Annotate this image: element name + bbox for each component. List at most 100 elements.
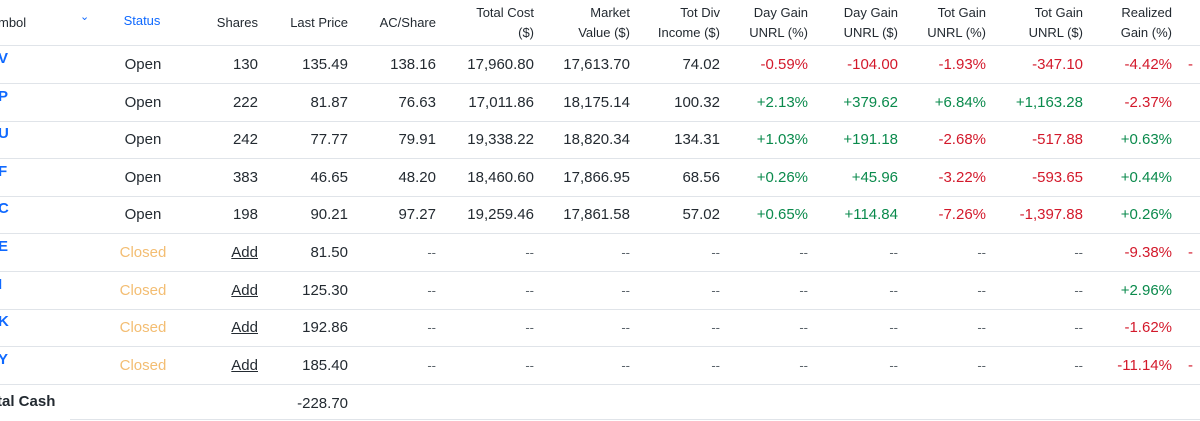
header-realized-gain[interactable]: Realized Gain (%): [1090, 3, 1172, 43]
add-shares-link[interactable]: Add: [231, 319, 258, 337]
cell-tot-div: 100.32: [674, 93, 720, 111]
cell-total-cost: --: [525, 245, 534, 260]
cell-total-cost: --: [525, 282, 534, 298]
cell-market-value: --: [621, 320, 630, 336]
cell-day-gain-usd: +379.62: [843, 93, 898, 111]
symbol-link[interactable]: V: [0, 50, 9, 67]
header-tot-gain-pct-line2: UNRL (%): [927, 25, 986, 40]
cell-day-gain-usd: +114.84: [844, 206, 898, 224]
header-market-value-line1: Market: [590, 5, 630, 20]
status-badge: Open: [124, 131, 162, 149]
cell-tot-div: 134.31: [674, 131, 720, 149]
symbol-link[interactable]: P: [0, 87, 9, 105]
cell-ac-share: 97.27: [398, 206, 436, 224]
header-day-gain-usd[interactable]: Day Gain UNRL ($): [808, 3, 898, 43]
table-row[interactable]: U Open 242 77.77 79.91 19,338.22 18,820.34 134.…: [0, 121, 1200, 160]
header-realized-line1: Realized: [1121, 5, 1172, 20]
header-market-value[interactable]: Market Value ($): [540, 3, 630, 43]
header-ac-share[interactable]: AC/Share: [379, 15, 436, 30]
cell-day-gain-pct: +0.26%: [756, 168, 808, 186]
cell-market-value: --: [621, 282, 630, 298]
symbol-link[interactable]: I: [0, 275, 3, 293]
cell-last-price: 46.65: [310, 168, 348, 186]
symbol-link[interactable]: C: [0, 200, 9, 218]
cell-tot-gain-usd: --: [1074, 357, 1083, 373]
cell-day-gain-pct: --: [799, 282, 808, 298]
header-status[interactable]: Status: [123, 13, 161, 28]
header-day-gain-pct-line2: UNRL (%): [749, 25, 808, 40]
cell-realized: +2.96%: [1120, 281, 1172, 299]
cell-last-price: 77.77: [310, 131, 348, 149]
cell-ac-share: --: [427, 320, 436, 336]
header-last-price[interactable]: Last Price: [290, 15, 348, 30]
cell-total-cost: 19,338.22: [467, 131, 534, 149]
cell-shares: 383: [232, 168, 258, 186]
table-row[interactable]: C Open 198 90.21 97.27 19,259.46 17,861.58 57.0…: [0, 196, 1200, 235]
cell-market-value: 18,175.14: [563, 93, 630, 111]
header-tot-div-line1: Tot Div: [680, 5, 720, 20]
table-row[interactable]: F Open 383 46.65 48.20 18,460.60 17,866.95 68.5…: [0, 159, 1200, 197]
header-shares[interactable]: Shares: [216, 15, 258, 30]
header-symbol[interactable]: mbol: [0, 15, 27, 30]
header-market-value-line2: Value ($): [578, 25, 630, 40]
cell-tot-gain-pct: --: [977, 245, 986, 260]
header-tot-div[interactable]: Tot Div Income ($): [630, 3, 720, 43]
chevron-down-icon[interactable]: ⌄: [80, 11, 90, 23]
add-shares-link[interactable]: Add: [231, 244, 258, 261]
cell-last-price: 135.49: [302, 56, 348, 73]
add-shares-link[interactable]: Add: [231, 356, 258, 374]
table-header: mbol ⌄ Status Shares Last Price AC/Share…: [0, 0, 1200, 46]
table-row[interactable]: V Open 130 135.49 138.16 17,960.80 17,613.70 74…: [0, 46, 1200, 84]
status-badge: Open: [124, 56, 162, 73]
cell-day-gain-pct: --: [799, 357, 808, 373]
cell-tot-gain-usd: +1,163.28: [1015, 93, 1083, 111]
cell-tot-div: 74.02: [682, 56, 720, 73]
header-total-cost[interactable]: Total Cost ($): [444, 3, 534, 43]
table-row[interactable]: E Closed Add 81.50 -- -- -- -- -- -- -- -- -9.38% -: [0, 234, 1200, 272]
symbol-link[interactable]: U: [0, 125, 9, 143]
cell-market-value: --: [621, 357, 630, 373]
cell-tot-gain-usd: -593.65: [1032, 168, 1083, 186]
symbol-link[interactable]: E: [0, 238, 9, 255]
cell-realized: -1.62%: [1124, 319, 1172, 337]
cell-total-cost: 17,960.80: [467, 56, 534, 73]
header-day-gain-pct[interactable]: Day Gain UNRL (%): [720, 3, 808, 43]
cell-ac-share: 48.20: [398, 168, 436, 186]
table-row[interactable]: K Closed Add 192.86 -- -- -- -- -- -- -- -- -1.62%: [0, 309, 1200, 348]
cell-tot-gain-usd: -1,397.88: [1019, 206, 1083, 224]
table-row[interactable]: P Open 222 81.87 76.63 17,011.86 18,175.14 100.…: [0, 84, 1200, 122]
table-row[interactable]: Y Closed Add 185.40 -- -- -- -- -- -- -- -- -11.14% -: [0, 347, 1200, 385]
cell-day-gain-usd: -104.00: [847, 56, 898, 73]
table-row[interactable]: I Closed Add 125.30 -- -- -- -- -- -- -- -- +2.96%: [0, 272, 1200, 310]
cell-tot-gain-pct: --: [977, 357, 986, 373]
cell-tot-div: --: [711, 320, 720, 336]
cell-total-cost: 18,460.60: [467, 168, 534, 186]
symbol-link[interactable]: Y: [0, 350, 9, 368]
cell-shares: 222: [232, 93, 258, 111]
cell-tot-gain-pct: +6.84%: [934, 93, 986, 111]
symbol-link[interactable]: F: [0, 162, 8, 180]
header-tot-gain-usd[interactable]: Tot Gain UNRL ($): [990, 3, 1083, 43]
cell-realized: -4.42%: [1124, 56, 1172, 73]
header-total-cost-line2: ($): [518, 25, 534, 40]
status-badge: Closed: [119, 356, 167, 374]
cell-last-price: 81.50: [310, 244, 348, 261]
cell-ac-share: --: [427, 282, 436, 298]
cell-last-price: 185.40: [302, 356, 348, 374]
cell-tot-gain-pct: --: [977, 282, 986, 298]
add-shares-link[interactable]: Add: [231, 281, 258, 299]
header-day-gain-pct-line1: Day Gain: [753, 5, 808, 20]
header-tot-gain-pct[interactable]: Tot Gain UNRL (%): [898, 3, 986, 43]
cell-ac-share: --: [427, 357, 436, 373]
cell-overflow: -: [1188, 356, 1193, 374]
cell-day-gain-usd: --: [889, 320, 898, 336]
cell-last-price: 81.87: [310, 93, 348, 111]
symbol-link[interactable]: K: [0, 313, 9, 331]
cell-tot-gain-usd: --: [1074, 320, 1083, 336]
cell-shares: 242: [232, 131, 258, 149]
cell-tot-div: --: [711, 357, 720, 373]
cell-tot-gain-pct: -2.68%: [938, 131, 986, 149]
header-tot-gain-usd-line2: UNRL ($): [1028, 25, 1083, 40]
cell-ac-share: 76.63: [398, 93, 436, 111]
cell-shares: 130: [232, 56, 258, 73]
